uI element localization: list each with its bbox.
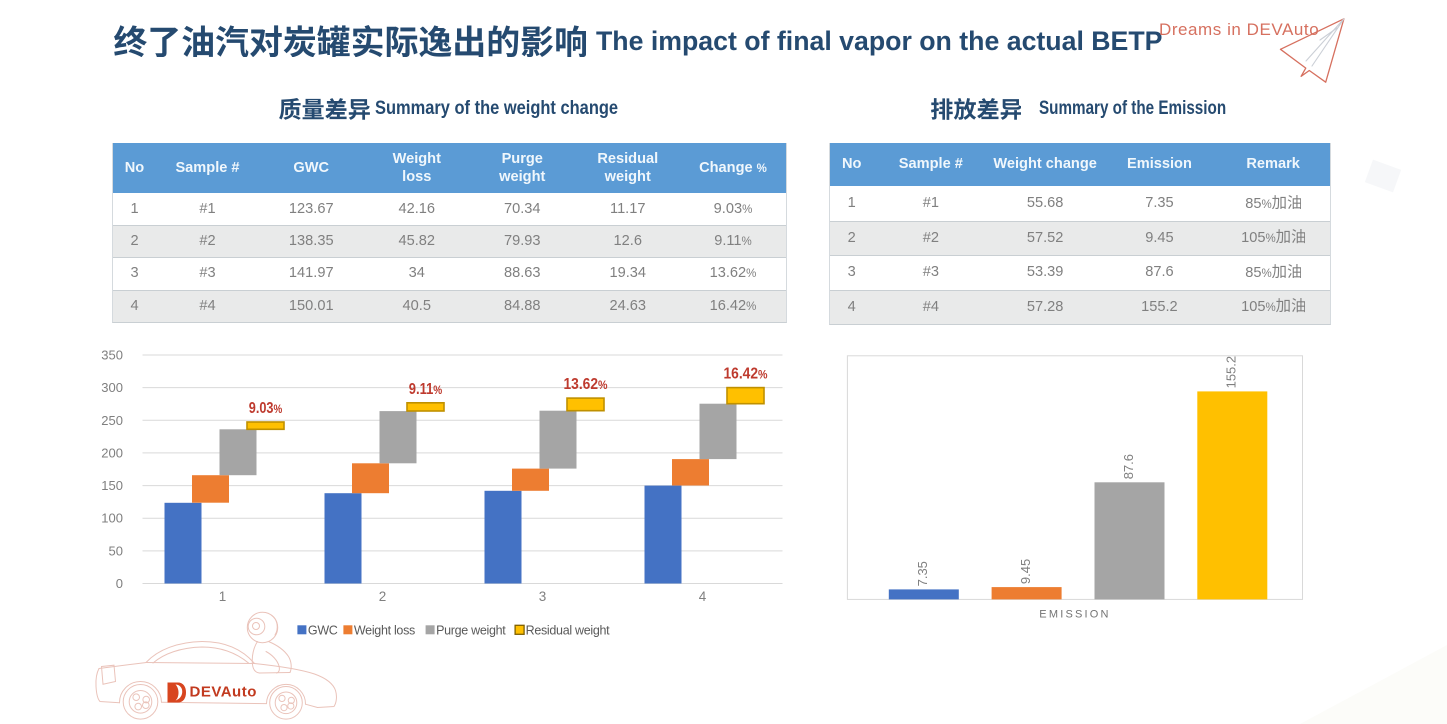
svg-text:DEVAuto: DEVAuto xyxy=(190,684,257,701)
svg-text:200: 200 xyxy=(101,445,123,460)
svg-text:3: 3 xyxy=(539,589,547,604)
svg-text:EMISSION: EMISSION xyxy=(1039,609,1110,621)
svg-text:7.35: 7.35 xyxy=(915,561,930,586)
svg-text:9.45: 9.45 xyxy=(1018,559,1033,584)
svg-text:9.11%: 9.11% xyxy=(409,381,443,398)
svg-text:155.2: 155.2 xyxy=(1224,356,1239,389)
svg-text:87.6: 87.6 xyxy=(1121,454,1136,479)
svg-text:150: 150 xyxy=(101,478,123,493)
svg-text:9.03%: 9.03% xyxy=(249,400,283,417)
svg-text:GWC: GWC xyxy=(308,623,338,637)
svg-text:50: 50 xyxy=(109,543,123,558)
svg-text:Weight loss: Weight loss xyxy=(354,623,415,637)
svg-text:13.62%: 13.62% xyxy=(564,376,608,393)
svg-text:300: 300 xyxy=(101,380,123,395)
svg-text:4: 4 xyxy=(699,589,707,604)
svg-text:1: 1 xyxy=(219,589,227,604)
svg-text:16.42%: 16.42% xyxy=(724,366,768,383)
svg-text:2: 2 xyxy=(379,589,387,604)
svg-text:100: 100 xyxy=(101,511,123,526)
svg-text:Residual weight: Residual weight xyxy=(526,623,611,637)
svg-text:350: 350 xyxy=(101,348,123,363)
svg-text:250: 250 xyxy=(101,413,123,428)
svg-text:0: 0 xyxy=(116,576,123,591)
svg-text:Purge weight: Purge weight xyxy=(436,623,506,637)
